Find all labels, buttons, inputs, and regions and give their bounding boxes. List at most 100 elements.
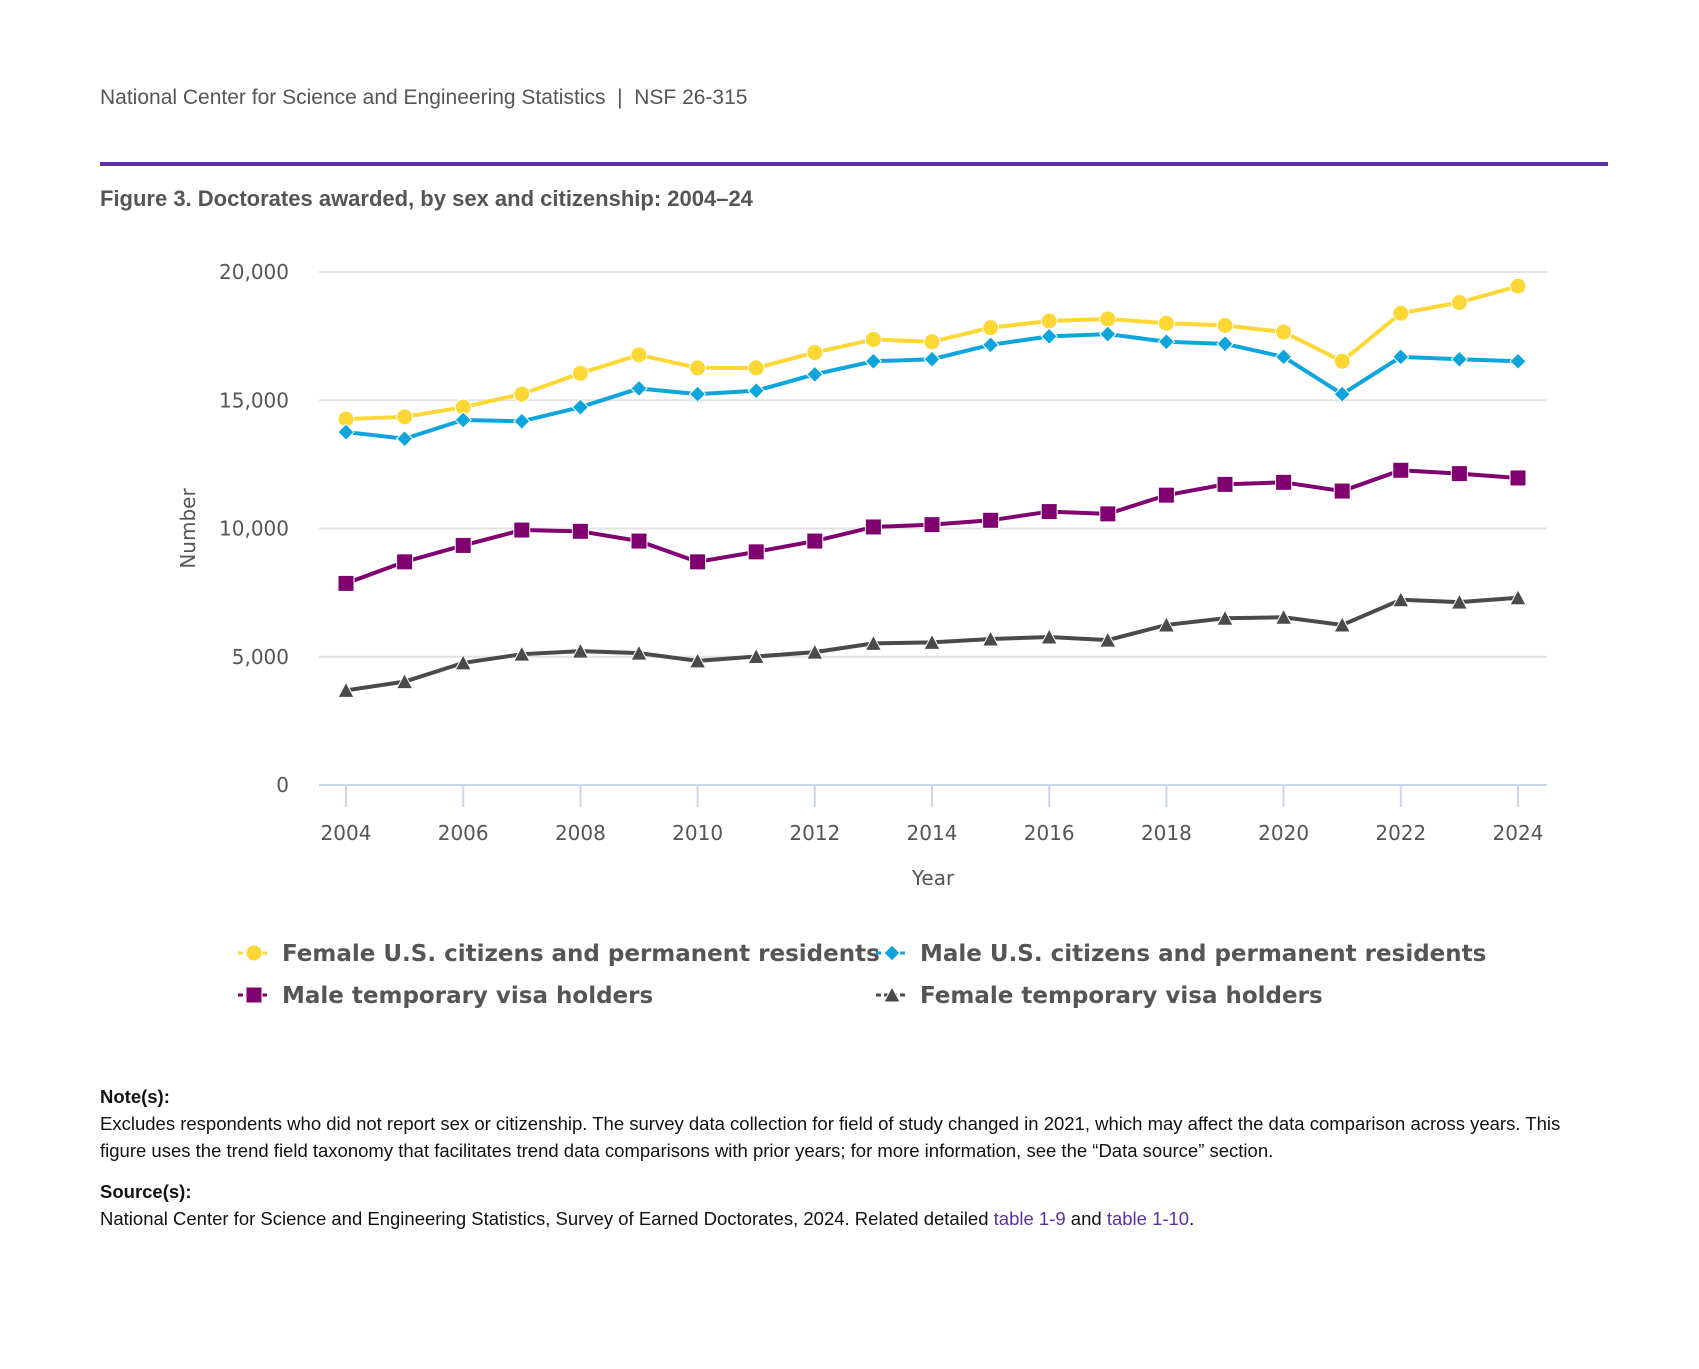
legend-label: Male U.S. citizens and permanent residen… — [920, 941, 1486, 967]
data-point-triangle — [395, 672, 414, 690]
header-divider — [100, 162, 1608, 166]
data-point-square — [396, 553, 414, 571]
data-point-triangle — [923, 633, 941, 650]
y-axis-title: Number — [176, 488, 200, 569]
data-point-diamond — [747, 382, 765, 400]
data-point-diamond — [1040, 327, 1058, 346]
data-point-circle — [396, 408, 414, 426]
data-point-square — [982, 511, 1000, 529]
data-point-triangle — [805, 643, 824, 660]
data-point-circle — [923, 333, 941, 351]
data-point-triangle — [1274, 608, 1293, 625]
data-point-circle — [864, 330, 882, 348]
data-point-triangle — [454, 653, 473, 671]
data-point-diamond — [923, 350, 941, 368]
notes-text: Excludes respondents who did not report … — [100, 1113, 1561, 1161]
data-point-diamond — [630, 379, 648, 398]
data-point-diamond — [1157, 333, 1176, 351]
data-point-triangle — [688, 651, 707, 669]
data-point-square — [1333, 482, 1351, 500]
data-point-circle — [1040, 312, 1058, 330]
data-point-triangle — [1391, 590, 1410, 608]
x-tick-label: 2012 — [789, 821, 840, 845]
data-point-square — [923, 516, 941, 534]
source-body: National Center for Science and Engineer… — [100, 1208, 994, 1229]
data-point-triangle — [512, 645, 531, 662]
data-point-square — [864, 518, 882, 536]
data-point-square — [337, 574, 355, 592]
legend-marker-square — [245, 986, 263, 1004]
data-point-triangle — [981, 629, 1000, 647]
data-point-triangle — [571, 642, 590, 659]
x-tick-label: 2006 — [438, 821, 489, 845]
data-point-circle — [1099, 310, 1117, 328]
data-point-triangle — [1098, 631, 1117, 648]
data-point-diamond — [1216, 335, 1234, 353]
data-point-circle — [806, 344, 824, 362]
table-1-9-link[interactable]: table 1-9 — [993, 1208, 1066, 1229]
data-point-diamond — [1333, 385, 1351, 403]
source-and: and — [1065, 1208, 1107, 1229]
data-point-circle — [689, 359, 707, 377]
data-point-diamond — [1392, 348, 1410, 366]
data-point-circle — [630, 346, 648, 364]
y-tick-label: 0 — [276, 773, 289, 797]
data-point-circle — [1450, 294, 1468, 312]
data-point-circle — [571, 364, 589, 382]
data-point-circle — [1333, 352, 1351, 370]
data-point-circle — [1275, 323, 1293, 341]
y-tick-label: 20,000 — [219, 260, 289, 284]
y-tick-label: 10,000 — [219, 517, 289, 541]
data-point-triangle — [1216, 609, 1234, 626]
data-point-triangle — [630, 644, 648, 661]
data-point-square — [1040, 503, 1058, 521]
data-point-circle — [747, 359, 765, 377]
data-point-square — [689, 553, 707, 571]
figure-title: Figure 3. Doctorates awarded, by sex and… — [100, 186, 753, 211]
data-point-circle — [1157, 314, 1175, 332]
x-tick-label: 2004 — [321, 821, 372, 845]
data-point-diamond — [864, 352, 883, 370]
data-point-diamond — [1099, 325, 1117, 343]
data-point-circle — [513, 385, 531, 403]
data-point-circle — [1509, 277, 1527, 295]
legend-marker-diamond — [883, 944, 901, 962]
data-point-square — [806, 532, 824, 550]
legend-label: Female U.S. citizens and permanent resid… — [282, 941, 880, 967]
data-point-square — [1450, 465, 1468, 483]
x-tick-label: 2022 — [1375, 821, 1426, 845]
data-point-diamond — [571, 398, 590, 416]
x-tick-label: 2014 — [907, 821, 958, 845]
data-point-triangle — [1509, 588, 1527, 606]
data-point-diamond — [337, 423, 355, 441]
data-point-square — [1392, 461, 1410, 479]
notes-label: Note(s): — [100, 1086, 170, 1107]
data-point-diamond — [981, 336, 1000, 354]
data-point-circle — [1392, 304, 1410, 322]
table-1-10-link[interactable]: table 1-10 — [1106, 1208, 1190, 1229]
data-point-diamond — [1509, 352, 1527, 370]
data-point-square — [1157, 486, 1175, 504]
data-point-triangle — [337, 681, 355, 698]
legend-marker-triangle — [883, 985, 901, 1003]
y-tick-label: 5,000 — [232, 645, 289, 669]
line-chart: 0 5,000 10,000 15,000 20,000 2004 2006 2008 2010… — [176, 260, 1547, 1009]
data-point-square — [1509, 469, 1527, 487]
data-point-square — [630, 532, 648, 550]
x-tick-label: 2024 — [1493, 821, 1544, 845]
source-label: Source(s): — [100, 1181, 192, 1202]
data-point-diamond — [1450, 350, 1469, 368]
data-point-diamond — [395, 430, 414, 448]
data-point-triangle — [1333, 615, 1352, 633]
notes-section: Note(s): Excludes respondents who did no… — [100, 1083, 1600, 1232]
data-point-circle — [1216, 316, 1234, 334]
data-point-square — [571, 522, 589, 540]
x-axis-title: Year — [911, 866, 955, 890]
x-tick-label: 2008 — [555, 821, 606, 845]
x-tick-label: 2020 — [1258, 821, 1309, 845]
data-point-diamond — [1274, 348, 1293, 366]
source-end: . — [1189, 1208, 1195, 1229]
y-tick-label: 15,000 — [219, 388, 289, 412]
data-point-diamond — [806, 365, 824, 384]
data-point-square — [1216, 475, 1234, 493]
